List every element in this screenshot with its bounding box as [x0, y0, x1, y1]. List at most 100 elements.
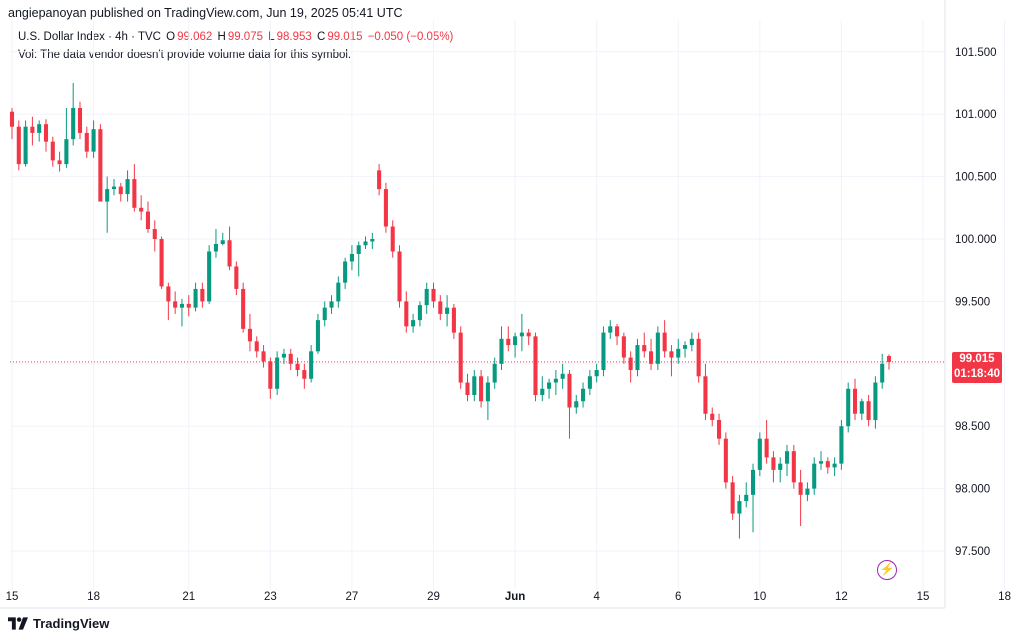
candle: [281, 348, 286, 364]
candle-body: [105, 189, 110, 202]
candle: [683, 341, 688, 358]
candle-body: [23, 126, 28, 165]
candle: [349, 245, 354, 271]
candle-body: [111, 186, 117, 190]
candle: [730, 476, 735, 520]
candle-body: [519, 332, 524, 337]
candle-body: [234, 266, 239, 289]
candle-body: [98, 129, 103, 202]
candle: [839, 419, 844, 470]
candle: [213, 229, 218, 258]
candle-body: [377, 170, 382, 190]
candle: [628, 351, 633, 383]
candle-body: [261, 351, 266, 362]
candle-body: [458, 332, 463, 383]
candle-body: [764, 438, 769, 458]
bolt-icon[interactable]: ⚡: [877, 560, 897, 580]
candle: [370, 232, 375, 249]
time-tick-label: Jun: [505, 591, 525, 603]
brand-name: TradingView: [33, 616, 110, 631]
candle-body: [37, 124, 42, 133]
time-tick-label: 21: [182, 591, 195, 603]
time-tick-label: 18: [87, 591, 100, 603]
time-tick-label: 27: [346, 591, 359, 603]
candle: [852, 378, 858, 420]
candle: [254, 336, 259, 358]
candle-body: [302, 370, 307, 379]
candle-body: [676, 348, 681, 358]
candle-body: [526, 332, 531, 337]
time-tick-label: 18: [998, 591, 1011, 603]
time-tick-label: 15: [6, 591, 19, 603]
candle: [43, 119, 49, 152]
tradingview-footer[interactable]: TradingView: [8, 616, 109, 631]
price-tick-label: 99.500: [955, 296, 990, 308]
candle: [723, 432, 728, 489]
candle-body: [397, 251, 402, 302]
candle: [241, 282, 246, 333]
candle-body: [465, 382, 470, 395]
candle: [315, 313, 320, 354]
price-tick-label: 100.500: [955, 172, 997, 184]
candle-body: [145, 211, 151, 230]
candle-body: [404, 301, 409, 327]
candle: [309, 345, 314, 383]
close-value: 99.015: [327, 31, 363, 43]
candle-body: [839, 426, 844, 464]
candle: [873, 376, 878, 429]
candle: [125, 170, 130, 202]
candle-body: [200, 288, 205, 302]
candle: [519, 313, 524, 352]
price-tick-label: 101.500: [955, 47, 997, 59]
candle-body: [173, 301, 178, 308]
candle: [23, 120, 28, 167]
bar-countdown: 01:18:40: [953, 368, 1001, 380]
candle: [703, 363, 708, 420]
candle-body: [567, 373, 572, 408]
grid-lines: [0, 0, 1006, 609]
candle-body: [281, 353, 286, 358]
candle-body: [499, 338, 504, 364]
candle-body: [581, 388, 586, 402]
candle: [417, 301, 422, 327]
candle-body: [370, 239, 375, 242]
candle: [105, 176, 110, 233]
candle: [880, 353, 885, 389]
candle-body: [30, 126, 35, 133]
candle-body: [186, 303, 191, 308]
candle: [329, 295, 334, 314]
time-tick-label: 15: [917, 591, 930, 603]
candle: [295, 357, 300, 377]
candle-body: [241, 288, 246, 329]
candle-body: [737, 501, 742, 514]
candle: [846, 382, 851, 433]
candle-body: [451, 307, 456, 333]
candle: [84, 126, 89, 158]
last-price-value: 99.015: [959, 353, 995, 365]
candle: [553, 370, 558, 395]
candle-body: [9, 111, 15, 127]
candle-body: [778, 463, 783, 470]
symbol-title[interactable]: U.S. Dollar Index · 4h · TVC: [18, 31, 161, 43]
candle-body: [825, 461, 830, 468]
close-label: C: [317, 31, 326, 43]
candle: [485, 376, 490, 420]
candle: [159, 236, 164, 289]
candle: [207, 245, 212, 304]
candle-body: [411, 320, 416, 327]
candle-body: [363, 241, 368, 246]
candle: [227, 226, 232, 271]
candle: [166, 282, 171, 321]
candle-body: [295, 363, 300, 371]
candle-body: [336, 282, 341, 302]
candle: [424, 282, 429, 314]
candle-body: [533, 336, 538, 395]
candle: [744, 482, 749, 508]
candle-body: [247, 328, 252, 342]
candle-body: [873, 382, 878, 420]
open-label: O: [166, 31, 176, 43]
candle: [404, 291, 409, 333]
candle: [615, 323, 620, 346]
candle: [288, 348, 293, 371]
